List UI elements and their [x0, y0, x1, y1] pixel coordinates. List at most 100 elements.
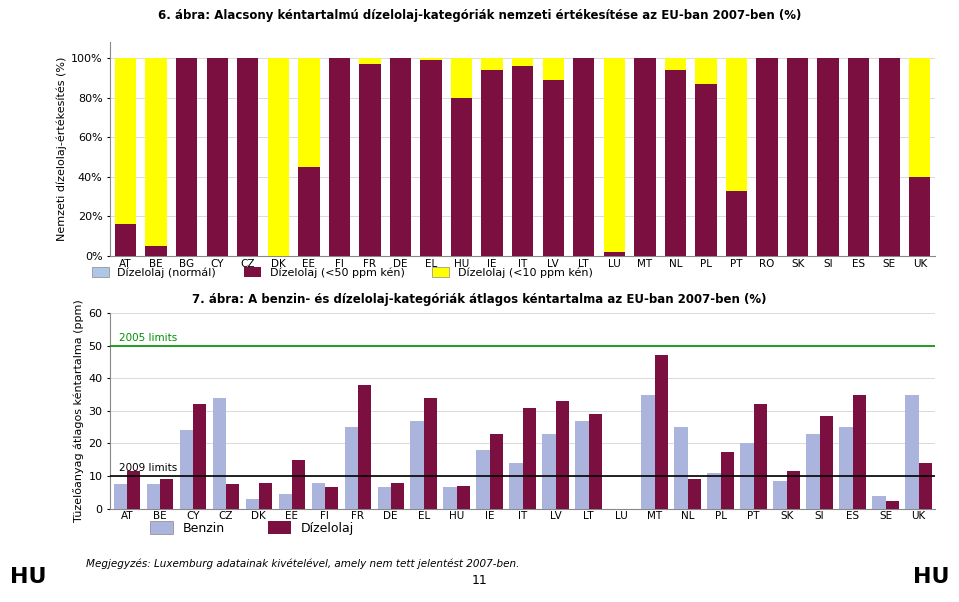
Bar	[787, 58, 808, 256]
Text: 2009 limits: 2009 limits	[119, 464, 176, 473]
Bar	[695, 84, 716, 256]
Bar	[146, 58, 167, 246]
Bar	[726, 191, 747, 256]
Bar	[420, 58, 442, 60]
Bar	[885, 500, 899, 509]
Bar	[225, 484, 239, 509]
Bar	[919, 463, 932, 509]
Bar	[456, 486, 470, 509]
Legend: Benzin, Dízelolaj: Benzin, Dízelolaj	[151, 521, 354, 535]
Bar	[674, 427, 688, 509]
Bar	[298, 167, 319, 256]
Bar	[292, 460, 305, 509]
Bar	[688, 479, 701, 509]
Bar	[481, 70, 503, 256]
Bar	[298, 58, 319, 167]
Bar	[443, 488, 456, 509]
Bar	[909, 177, 930, 256]
Bar	[655, 355, 667, 509]
Bar	[512, 58, 533, 66]
Bar	[127, 471, 140, 509]
Bar	[665, 70, 686, 256]
Bar	[278, 494, 292, 509]
Bar	[509, 463, 523, 509]
Bar	[259, 483, 272, 509]
Legend: Dízelolaj (normál), Dízelolaj (<50 ppm kén), Dízelolaj (<10 ppm kén): Dízelolaj (normál), Dízelolaj (<50 ppm k…	[92, 267, 593, 278]
Bar	[543, 79, 564, 256]
Bar	[160, 479, 173, 509]
Bar	[193, 405, 206, 509]
Bar	[543, 433, 555, 509]
Bar	[523, 408, 536, 509]
Bar	[575, 421, 589, 509]
Bar	[603, 58, 625, 252]
Bar	[873, 495, 885, 509]
Bar	[360, 64, 381, 256]
Bar	[113, 484, 127, 509]
Bar	[665, 58, 686, 70]
Bar	[147, 484, 160, 509]
Bar	[853, 394, 866, 509]
Bar	[708, 473, 720, 509]
Bar	[115, 224, 136, 256]
Bar	[754, 405, 767, 509]
Bar	[344, 427, 358, 509]
Bar	[490, 433, 503, 509]
Bar	[378, 488, 390, 509]
Bar	[179, 430, 193, 509]
Bar	[555, 401, 569, 509]
Bar	[603, 252, 625, 256]
Text: HU: HU	[913, 567, 949, 587]
Bar	[360, 58, 381, 64]
Bar	[213, 398, 225, 509]
Bar	[237, 58, 258, 256]
Y-axis label: Tüzelőanyag átlagos kéntartalma (ppm): Tüzelőanyag átlagos kéntartalma (ppm)	[74, 299, 84, 523]
Bar	[573, 58, 595, 256]
Bar	[206, 58, 228, 256]
Bar	[390, 483, 404, 509]
Bar	[451, 98, 472, 256]
Bar	[589, 414, 602, 509]
Bar	[807, 433, 820, 509]
Bar	[312, 483, 325, 509]
Bar	[720, 452, 734, 509]
Bar	[115, 58, 136, 224]
Bar	[757, 58, 778, 256]
Bar	[424, 398, 437, 509]
Bar	[146, 246, 167, 256]
Bar	[773, 481, 786, 509]
Text: HU: HU	[10, 567, 46, 587]
Y-axis label: Nemzeti dízelolaj-értékesítés (%): Nemzeti dízelolaj-értékesítés (%)	[57, 57, 67, 241]
Bar	[740, 444, 754, 509]
Bar	[817, 58, 839, 256]
Bar	[839, 427, 853, 509]
Bar	[451, 58, 472, 98]
Text: Megjegyzés: Luxemburg adatainak kivételével, amely nem tett jelentést 2007-ben.: Megjegyzés: Luxemburg adatainak kivételé…	[86, 559, 520, 569]
Bar	[246, 499, 259, 509]
Bar	[329, 58, 350, 256]
Bar	[420, 60, 442, 256]
Bar	[512, 66, 533, 256]
Bar	[726, 58, 747, 191]
Bar	[634, 58, 656, 256]
Text: 2005 limits: 2005 limits	[119, 333, 176, 343]
Text: 7. ábra: A benzin- és dízelolaj-kategóriák átlagos kéntartalma az EU-ban 2007-be: 7. ábra: A benzin- és dízelolaj-kategóri…	[192, 293, 767, 306]
Bar	[358, 385, 371, 509]
Bar	[325, 488, 338, 509]
Bar	[389, 58, 411, 256]
Bar	[905, 394, 919, 509]
Bar	[175, 58, 198, 256]
Bar	[642, 394, 655, 509]
Bar	[786, 471, 800, 509]
Bar	[268, 58, 289, 256]
Bar	[848, 58, 870, 256]
Bar	[481, 58, 503, 70]
Text: 11: 11	[472, 574, 487, 587]
Bar	[477, 450, 490, 509]
Bar	[909, 58, 930, 177]
Text: 6. ábra: Alacsony kéntartalmú dízelolaj-kategóriák nemzeti értékesítése az EU-ba: 6. ábra: Alacsony kéntartalmú dízelolaj-…	[158, 9, 801, 22]
Bar	[543, 58, 564, 79]
Bar	[878, 58, 900, 256]
Bar	[410, 421, 424, 509]
Bar	[820, 416, 832, 509]
